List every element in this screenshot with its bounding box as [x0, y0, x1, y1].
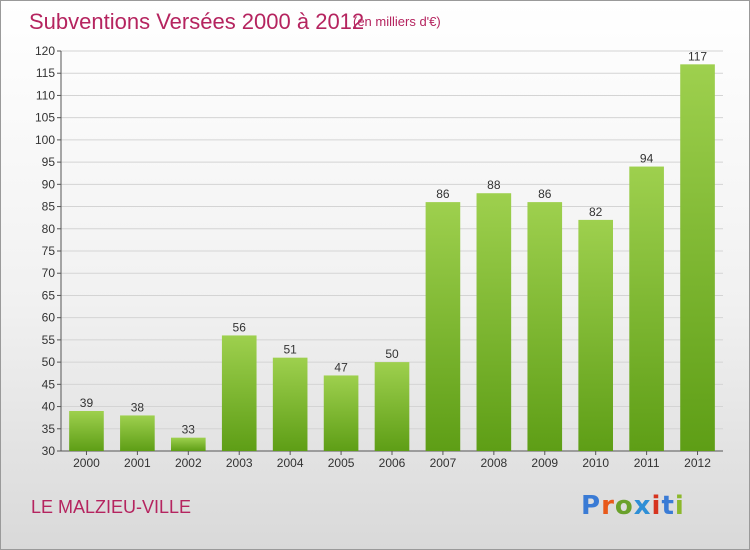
value-label: 82: [589, 205, 603, 219]
bars: [69, 64, 715, 452]
bar-2002: [170, 437, 206, 451]
value-label: 39: [80, 396, 94, 410]
y-tick-label: 35: [42, 422, 56, 436]
x-tick-label: 2002: [175, 456, 202, 470]
value-label: 56: [233, 320, 247, 334]
x-tick-label: 2000: [73, 456, 100, 470]
logo-letter: x: [633, 491, 652, 521]
value-label: 88: [487, 178, 501, 192]
y-tick-label: 30: [42, 444, 56, 458]
y-tick-label: 90: [42, 177, 56, 191]
y-tick-label: 70: [42, 266, 56, 280]
bar-2007: [425, 202, 461, 451]
y-tick-label: 95: [42, 155, 56, 169]
logo-letter: o: [614, 491, 634, 521]
x-tick-label: 2007: [430, 456, 457, 470]
commune-name: LE MALZIEU-VILLE: [31, 497, 192, 517]
bar-2011: [629, 166, 664, 452]
value-label: 117: [688, 49, 707, 63]
bar-2008: [476, 193, 512, 451]
logo-letter: t: [661, 491, 675, 521]
x-tick-label: 2001: [124, 456, 151, 470]
bar-2005: [323, 375, 359, 451]
y-tick-label: 110: [36, 88, 55, 102]
y-tick-label: 105: [35, 111, 55, 125]
bar-2003: [221, 335, 257, 451]
x-tick-label: 2003: [226, 456, 253, 470]
logo-letter: r: [601, 491, 615, 521]
y-tick-label: 55: [42, 333, 56, 347]
value-label: 94: [640, 152, 654, 166]
x-tick-label: 2012: [684, 456, 711, 470]
y-tick-label: 45: [42, 377, 56, 391]
logo-letter: i: [651, 491, 662, 521]
y-tick-label: 75: [42, 244, 56, 258]
proxiti-logo[interactable]: Proxiti: [581, 491, 685, 521]
value-label: 51: [283, 343, 297, 357]
x-tick-label: 2010: [582, 456, 609, 470]
x-tick-label: 2004: [277, 456, 304, 470]
y-tick-label: 120: [35, 44, 55, 58]
value-label: 50: [385, 347, 399, 361]
chart-title: Subventions Versées 2000 à 2012: [29, 9, 365, 34]
bar-2006: [374, 362, 410, 451]
value-label: 38: [131, 400, 145, 414]
x-tick-label: 2009: [531, 456, 558, 470]
x-tick-label: 2011: [634, 456, 660, 470]
x-tick-label: 2008: [480, 456, 507, 470]
axes: 30 35 40 45 50 55 60 65 70 75 80 85 90 95 100 105 110 115…: [35, 44, 723, 458]
value-label: 86: [436, 187, 450, 201]
value-label: 86: [538, 187, 552, 201]
y-tick-label: 40: [42, 400, 56, 414]
bar-2010: [578, 219, 614, 451]
y-tick-label: 65: [42, 288, 56, 302]
bar-2009: [527, 202, 563, 451]
y-tick-label: 115: [36, 66, 55, 80]
bar-2012: [680, 64, 715, 452]
chart-subtitle: (en milliers d'€): [353, 14, 441, 29]
value-label: 47: [334, 360, 348, 374]
y-tick-label: 85: [42, 200, 56, 214]
logo-letter: i: [674, 491, 685, 521]
y-tick-label: 50: [42, 355, 56, 369]
y-tick-label: 60: [42, 311, 56, 325]
bar-2000: [69, 411, 104, 451]
logo-letter: P: [581, 491, 602, 521]
x-tick-label: 2006: [379, 456, 406, 470]
labels: 2000 39 2001 38 2002 33 2003 56 2004 51 2005 47 2006…: [73, 49, 711, 470]
bar-2001: [120, 415, 155, 451]
value-label: 33: [182, 423, 196, 437]
y-tick-label: 80: [42, 222, 56, 236]
y-tick-label: 100: [35, 133, 55, 147]
bar-2004: [272, 357, 308, 451]
x-tick-label: 2005: [328, 456, 355, 470]
